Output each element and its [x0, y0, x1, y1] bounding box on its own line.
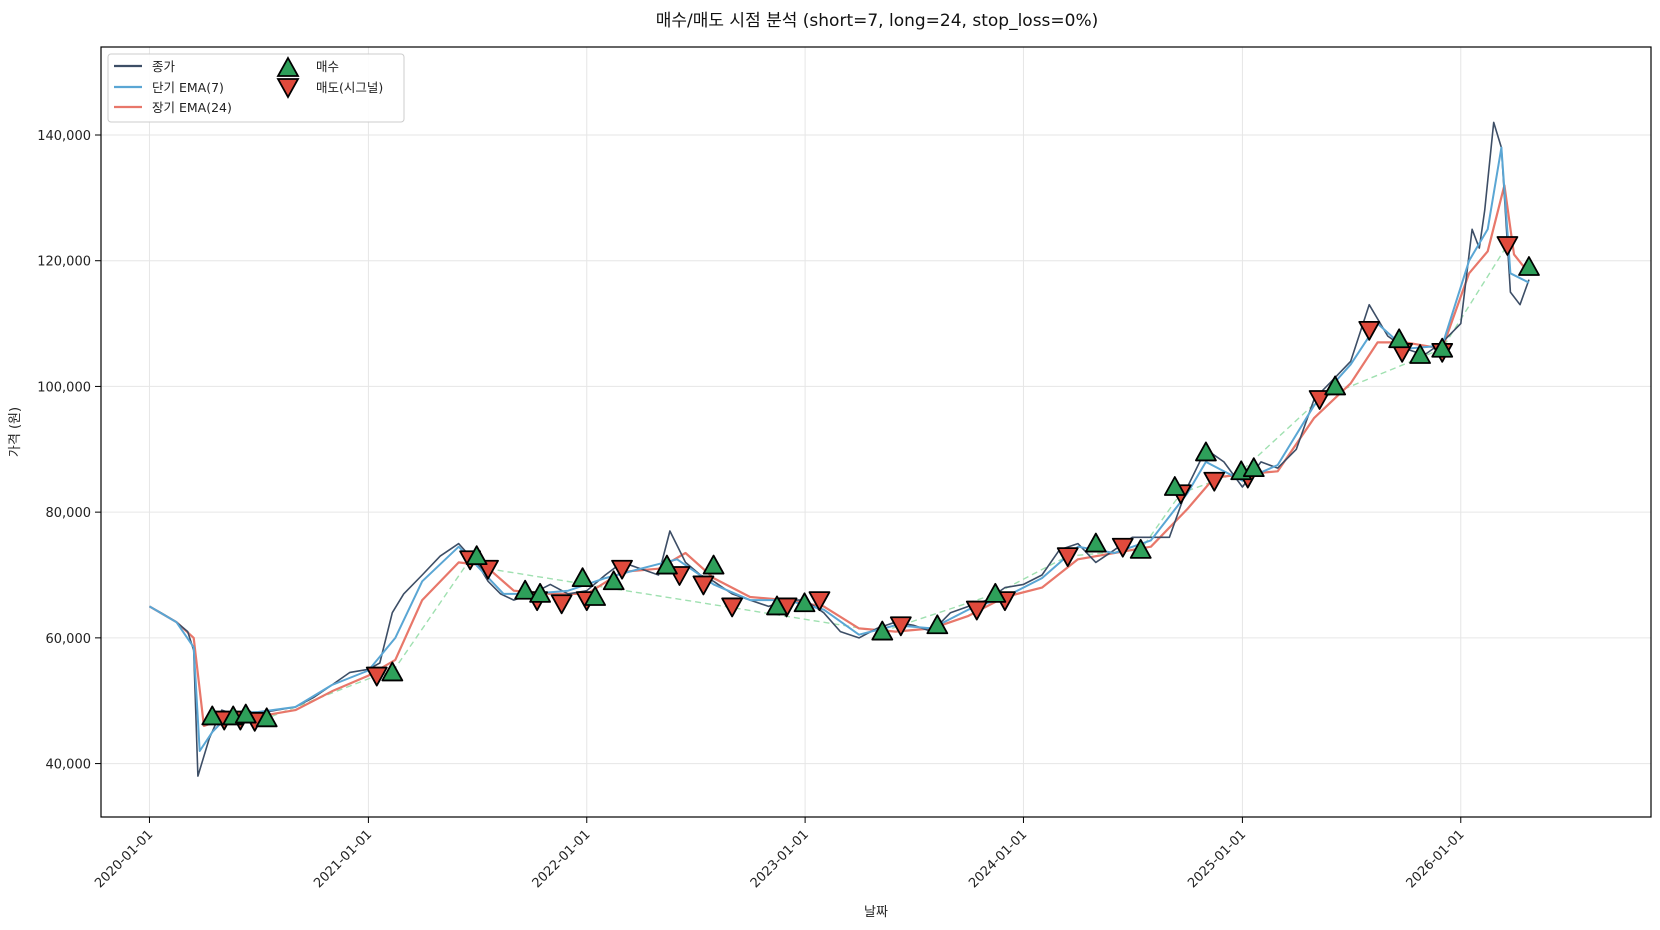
buy-marker	[201, 705, 224, 726]
y-tick-label: 100,000	[37, 380, 91, 395]
buy-marker	[1518, 256, 1540, 276]
sell-marker	[550, 594, 573, 615]
buy-marker	[926, 614, 949, 635]
x-axis-title: 날짜	[864, 905, 888, 920]
buy-marker	[234, 703, 257, 724]
buy-marker	[1324, 375, 1347, 396]
buy-marker	[1431, 337, 1454, 358]
buy-marker	[1409, 344, 1431, 364]
sell-marker	[1308, 390, 1331, 410]
x-tick-label: 2025-01-01	[1185, 827, 1249, 891]
x-tick-label: 2023-01-01	[748, 827, 812, 891]
buy-marker	[702, 554, 725, 575]
buy-marker	[1129, 538, 1152, 559]
buy-marker	[529, 582, 551, 603]
legend-sell-marker	[276, 78, 300, 99]
buy-marker	[793, 592, 816, 613]
buy-marker	[602, 570, 625, 591]
x-tick-label: 2024-01-01	[966, 827, 1030, 891]
legend-long-label: 장기 EMA(24)	[152, 100, 232, 115]
grid	[101, 47, 1651, 817]
close-price-line	[149, 121, 1530, 777]
legend-frame	[107, 53, 405, 123]
sell-marker	[965, 600, 988, 621]
buy-marker	[514, 579, 537, 600]
sell-marker	[611, 559, 633, 580]
buy-marker	[984, 582, 1007, 603]
legend-sell-label: 매도(시그널)	[316, 80, 383, 95]
buy-marker	[381, 661, 404, 682]
x-axis: 2020-01-01 2021-01-01 2022-01-01 2023-01-01…	[92, 817, 1468, 891]
long-ema-line	[148, 184, 1530, 728]
plot-frame	[100, 46, 1652, 818]
sell-marker	[889, 616, 912, 637]
buy-marker	[1195, 441, 1217, 462]
marker-layer	[201, 236, 1540, 732]
buy-marker	[465, 545, 488, 566]
legend: 종가 단기 EMA(7) 장기 EMA(24) 매수 매도(시그널)	[107, 53, 405, 123]
buy-marker	[871, 620, 894, 641]
buy-marker	[584, 586, 607, 606]
legend-close-label: 종가	[152, 59, 176, 74]
legend-short-label: 단기 EMA(7)	[152, 80, 224, 95]
x-tick-label: 2020-01-01	[92, 827, 156, 891]
sell-marker	[1111, 537, 1134, 558]
sell-marker	[1056, 547, 1079, 568]
buy-marker	[1163, 476, 1186, 496]
buy-marker	[656, 554, 678, 575]
y-tick-label: 120,000	[37, 255, 91, 270]
x-tick-label: 2022-01-01	[530, 827, 594, 891]
sell-marker	[1358, 320, 1381, 341]
sell-marker	[692, 575, 715, 596]
legend-buy-marker	[276, 56, 300, 77]
y-tick-label: 80,000	[46, 506, 92, 521]
sell-marker	[477, 559, 499, 580]
short-ema-line	[148, 146, 1530, 752]
x-tick-label: 2021-01-01	[311, 827, 375, 891]
buy-marker	[766, 595, 788, 616]
y-tick-label: 140,000	[37, 129, 91, 144]
buy-marker	[1084, 532, 1107, 553]
trade-link-line	[212, 244, 1508, 721]
series-layer	[148, 121, 1530, 777]
sell-marker	[1496, 236, 1519, 256]
buy-marker	[1388, 328, 1411, 349]
chart-title: 매수/매도 시점 분석 (short=7, long=24, stop_loss…	[656, 11, 1099, 31]
legend-buy-label: 매수	[316, 59, 339, 74]
sell-marker	[365, 666, 388, 687]
y-tick-label: 40,000	[46, 758, 92, 773]
buy-marker	[1242, 457, 1265, 478]
sell-marker	[808, 591, 831, 612]
buy-marker	[571, 567, 594, 588]
y-tick-label: 60,000	[46, 632, 92, 647]
sell-marker	[1203, 471, 1226, 492]
sell-marker	[721, 597, 744, 618]
y-axis-title: 가격 (원)	[8, 407, 23, 457]
buy-marker	[255, 707, 278, 728]
y-axis: 40,000 60,000 80,000 100,000 120,000 140,000	[37, 129, 101, 773]
x-tick-label: 2026-01-01	[1404, 827, 1468, 891]
